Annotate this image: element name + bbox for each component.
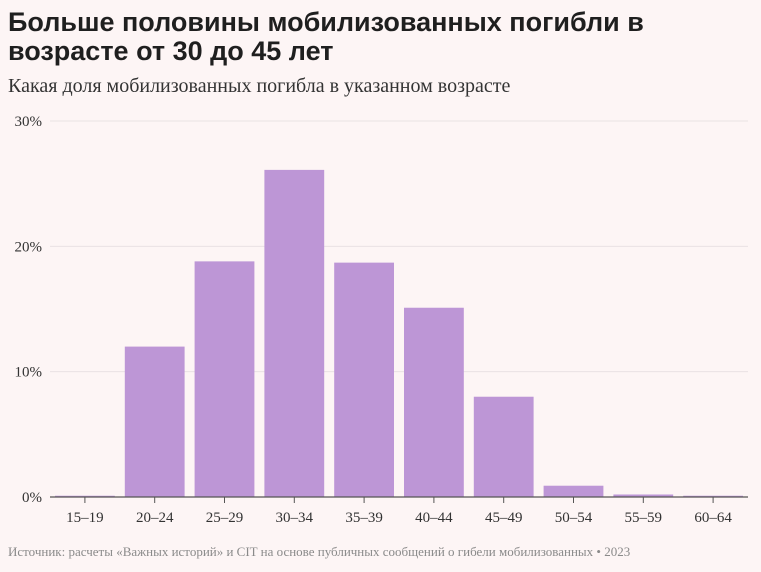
y-tick-label: 20% xyxy=(15,239,43,255)
source-note: Источник: расчеты «Важных историй» и CIT… xyxy=(8,544,631,559)
bar-60–64 xyxy=(683,495,743,497)
x-tick-label: 35–39 xyxy=(345,510,383,526)
bar-45–49 xyxy=(473,396,534,497)
y-tick-label: 0% xyxy=(22,490,42,506)
x-tick-label: 50–54 xyxy=(555,510,593,526)
y-tick-label: 30% xyxy=(15,114,43,130)
x-tick-label: 15–19 xyxy=(66,510,104,526)
bar-chart: 0% 10% 20% 30% 15–19 20–24 25–29 30–34 35–39 40–… xyxy=(15,114,748,526)
bar-25–29 xyxy=(194,261,255,497)
bar-50–54 xyxy=(543,485,604,497)
bar-20–24 xyxy=(124,346,185,497)
chart-subtitle: Какая доля мобилизованных погибла в указ… xyxy=(8,75,511,97)
x-tick-label: 60–64 xyxy=(694,510,732,526)
x-axis-ticks: 15–19 20–24 25–29 30–34 35–39 40–44 45–49 50–54… xyxy=(50,496,748,526)
y-tick-label: 10% xyxy=(15,365,43,381)
bar-35–39 xyxy=(334,262,394,497)
bar-15–19 xyxy=(55,495,115,497)
gridlines xyxy=(50,120,748,373)
x-tick-label: 45–49 xyxy=(485,510,523,526)
x-tick-label: 30–34 xyxy=(276,510,314,526)
x-tick-label: 20–24 xyxy=(136,510,174,526)
x-tick-label: 40–44 xyxy=(415,510,453,526)
x-tick-label: 55–59 xyxy=(625,510,663,526)
y-axis-ticks: 0% 10% 20% 30% xyxy=(15,114,43,506)
bar-55–59 xyxy=(613,494,674,497)
bars xyxy=(55,169,743,497)
bar-40–44 xyxy=(404,307,464,497)
chart-title: Больше половины мобилизованных погибли в… xyxy=(8,7,644,66)
x-tick-label: 25–29 xyxy=(206,510,244,526)
bar-30–34 xyxy=(264,169,325,497)
